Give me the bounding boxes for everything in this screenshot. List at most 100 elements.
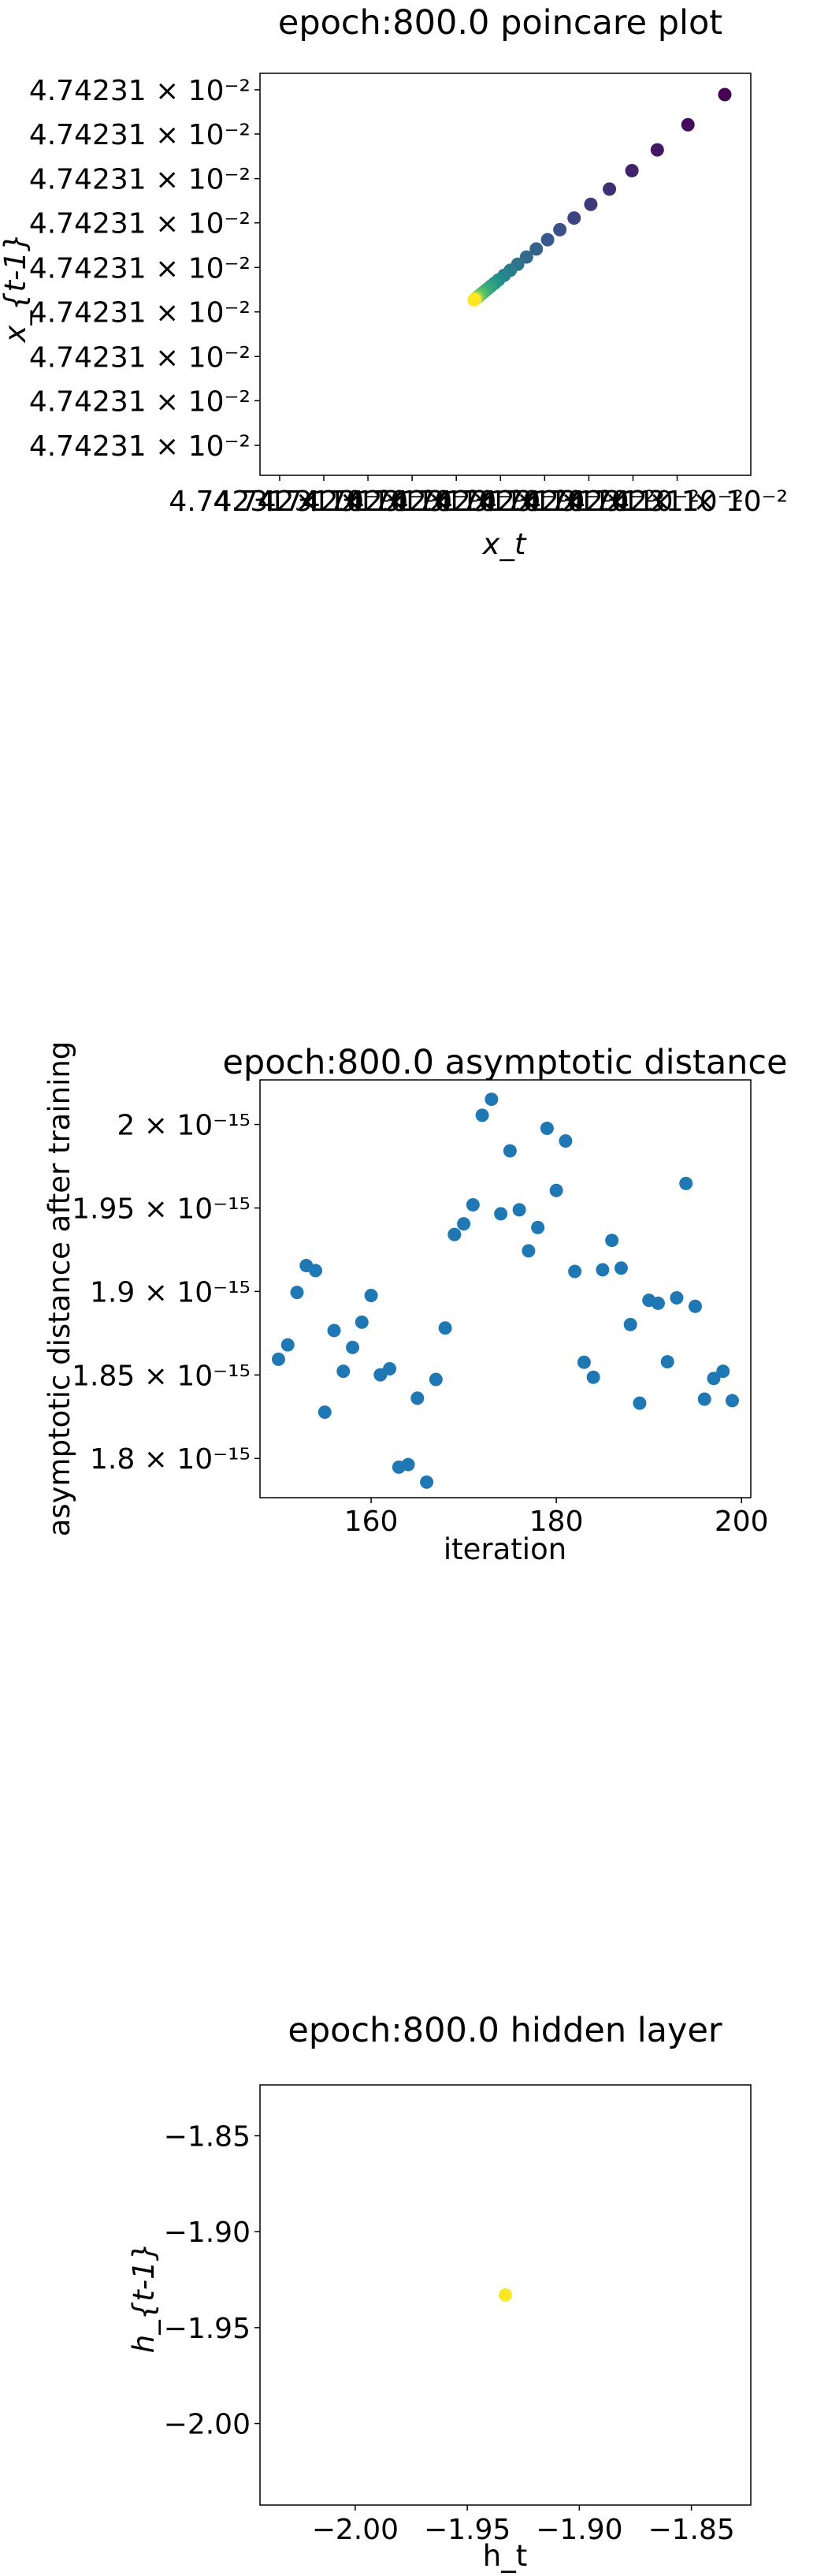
distance-point: [346, 1340, 360, 1354]
distance-point: [457, 1217, 471, 1231]
distance-point: [410, 1391, 425, 1405]
asymptotic-distance-x-axis-label: iteration: [444, 1532, 566, 1566]
x-tick-label: 4.74231 × 10⁻²: [434, 486, 655, 518]
distance-point: [688, 1299, 702, 1313]
poincare-plot-y-axis-label: x_{t-1}: [0, 233, 32, 344]
distance-point: [614, 1261, 628, 1275]
distance-point: [327, 1323, 341, 1338]
x-tick-label: 180: [529, 1506, 584, 1538]
x-tick-label: 4.74231 × 10⁻²: [257, 486, 478, 518]
distance-point: [577, 1355, 591, 1369]
y-tick-label: 4.74231 × 10⁻²: [29, 75, 251, 107]
x-tick-label: 4.74231 × 10⁻²: [566, 486, 788, 518]
hidden-layer-y-axis-label: h_{t-1}: [127, 2243, 161, 2353]
asymptotic-distance-y-axis-label: asymptotic distance after training: [43, 1041, 76, 1537]
x-tick-label: 4.74231 × 10⁻²: [213, 486, 434, 518]
distance-point: [651, 1296, 665, 1310]
distance-point: [447, 1227, 462, 1241]
poincare-plot-y-ticks: 4.74231 × 10⁻² 4.74231 × 10⁻² 4.74231 × 10…: [29, 75, 260, 463]
x-tick-label: −1.85: [648, 2514, 734, 2546]
poincare-point: [553, 222, 567, 236]
distance-point: [429, 1372, 443, 1387]
poincare-point: [625, 164, 639, 178]
asymptotic-distance-x-ticks: 160 180 200: [344, 1498, 769, 1538]
y-tick-label: −1.95: [164, 2313, 251, 2345]
distance-point: [317, 1405, 332, 1420]
distance-point: [503, 1144, 517, 1158]
x-tick-label: 4.74231 × 10⁻²: [390, 486, 611, 518]
distance-point: [355, 1315, 369, 1329]
x-tick-label: 4.74231 × 10⁻²: [478, 486, 700, 518]
asymptotic-distance-points: [272, 1093, 739, 1489]
x-tick-label: 4.74231 × 10⁻²: [169, 486, 390, 518]
distance-point: [401, 1457, 415, 1472]
distance-point: [707, 1372, 721, 1386]
poincare-point: [681, 117, 695, 132]
distance-point: [697, 1392, 711, 1406]
distance-point: [596, 1263, 610, 1277]
distance-point: [559, 1134, 573, 1148]
distance-point: [280, 1338, 295, 1352]
poincare-point: [650, 143, 664, 157]
poincare-point: [529, 242, 544, 256]
x-tick-label: −1.90: [536, 2514, 622, 2546]
hidden-layer-title: epoch:800.0 hidden layer: [288, 2011, 722, 2050]
distance-point: [364, 1288, 378, 1302]
distance-point: [309, 1264, 323, 1278]
asymptotic-distance-axes-frame: [259, 1079, 752, 1498]
distance-point: [549, 1183, 563, 1197]
distance-point: [623, 1317, 637, 1331]
poincare-plot-chart: epoch:800.0 poincare plot 4.74231 × 10⁻²…: [0, 3, 788, 561]
y-tick-label: −1.90: [164, 2217, 251, 2249]
distance-point: [290, 1286, 304, 1300]
y-tick-label: 4.74231 × 10⁻²: [29, 252, 251, 285]
y-tick-label: 4.74231 × 10⁻²: [29, 341, 251, 374]
y-tick-label: 4.74231 × 10⁻²: [29, 164, 251, 196]
y-tick-label: 1.9 × 10⁻¹⁵: [90, 1276, 251, 1308]
y-tick-label: 1.8 × 10⁻¹⁵: [90, 1443, 251, 1476]
y-tick-label: 4.74231 × 10⁻²: [29, 208, 251, 240]
distance-point: [725, 1394, 739, 1408]
poincare-point: [718, 87, 732, 102]
x-tick-label: 4.74231 × 10⁻²: [522, 486, 744, 518]
y-tick-label: 4.74231 × 10⁻²: [29, 430, 251, 463]
hidden-layer-points: [499, 2288, 512, 2302]
distance-point: [475, 1108, 489, 1122]
asymptotic-distance-title: epoch:800.0 asymptotic distance: [222, 1043, 787, 1082]
x-tick-label: −2.00: [312, 2514, 399, 2546]
distance-point: [716, 1364, 730, 1379]
distance-point: [438, 1321, 452, 1335]
distance-point: [336, 1364, 351, 1379]
distance-point: [420, 1475, 434, 1489]
distance-point: [660, 1355, 674, 1369]
distance-point: [605, 1234, 619, 1248]
poincare-plot-x-axis-label: x_t: [482, 527, 527, 561]
asymptotic-distance-y-ticks: 1.8 × 10⁻¹⁵ 1.85 × 10⁻¹⁵ 1.9 × 10⁻¹⁵ 1.95 ×…: [72, 1110, 260, 1476]
x-tick-label: −1.95: [424, 2514, 511, 2546]
asymptotic-distance-chart: epoch:800.0 asymptotic distance 1.8 × 10…: [43, 1041, 788, 1566]
hidden-layer-x-ticks: −2.00 −1.95 −1.90 −1.85: [312, 2505, 735, 2546]
distance-point: [494, 1207, 508, 1221]
hidden-layer-y-ticks: −1.85 −1.90 −1.95 −2.00: [164, 2120, 260, 2441]
poincare-plot-points: [467, 87, 732, 307]
distance-point: [383, 1361, 397, 1375]
x-tick-label: 200: [715, 1506, 769, 1538]
poincare-point: [603, 182, 617, 196]
poincare-plot-x-ticks: 4.74231 × 10⁻²4.74231 × 10⁻²4.74231 × 10…: [169, 475, 788, 518]
hidden-layer-x-axis-label: h_t: [483, 2539, 527, 2573]
y-tick-label: −2.00: [164, 2409, 251, 2441]
distance-point: [531, 1220, 545, 1234]
distance-point: [670, 1290, 684, 1305]
x-tick-label: 4.74231 × 10⁻²: [302, 486, 523, 518]
y-tick-label: 4.74231 × 10⁻²: [29, 119, 251, 151]
distance-point: [540, 1121, 554, 1135]
x-tick-label: 4.74231 × 10⁻²: [346, 486, 567, 518]
distance-point: [512, 1203, 526, 1217]
distance-point: [633, 1396, 647, 1410]
distance-point: [272, 1352, 286, 1366]
y-tick-label: −1.85: [164, 2120, 251, 2153]
y-tick-label: 1.95 × 10⁻¹⁵: [72, 1193, 251, 1225]
x-tick-label: 160: [344, 1506, 399, 1538]
poincare-plot-title: epoch:800.0 poincare plot: [278, 3, 722, 43]
